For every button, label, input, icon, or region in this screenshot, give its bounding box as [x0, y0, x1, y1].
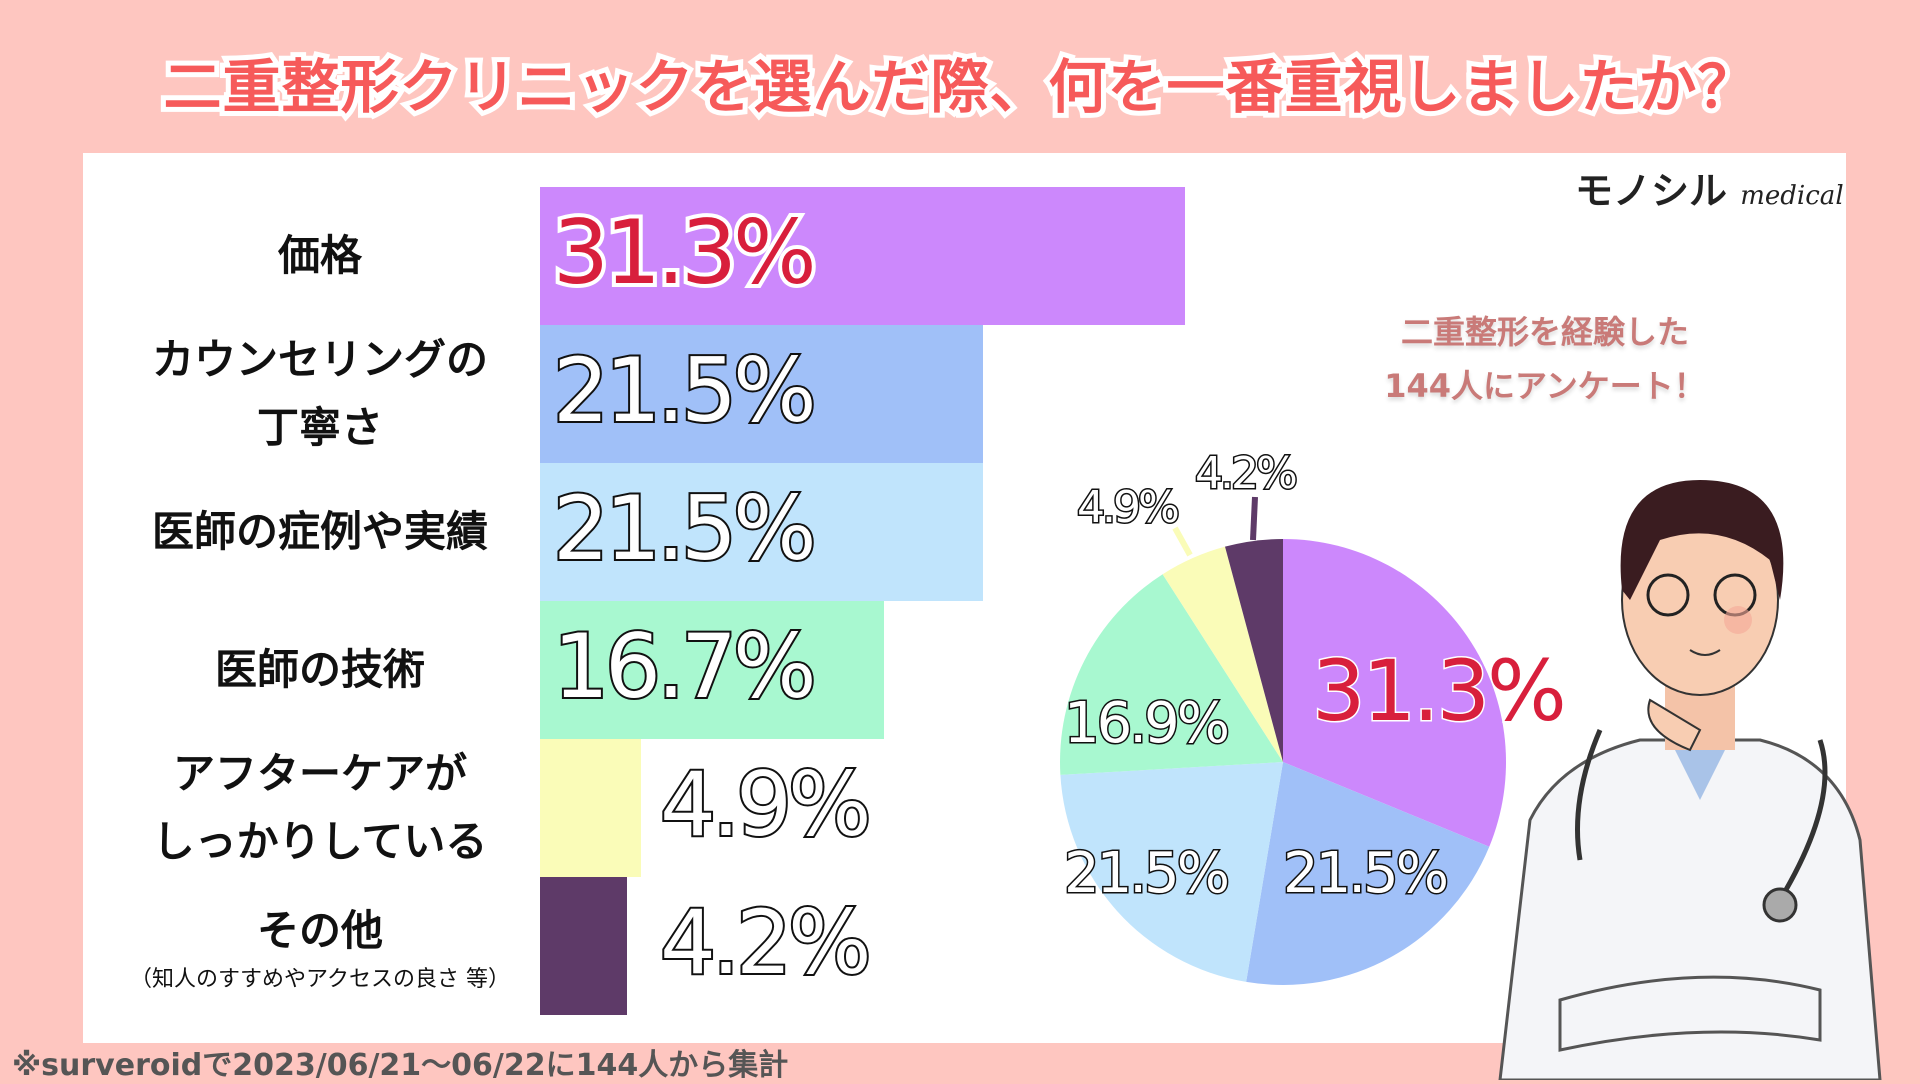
footer-note: ※surveroidで2023/06/21～06/22に144人から集計 — [12, 1048, 789, 1083]
pie-value-label: 21.5% — [1283, 841, 1447, 906]
bar-value-label: 21.5% — [551, 475, 819, 582]
bar-category-label: 医師の症例や実績 — [100, 498, 540, 566]
pie-value-label: 16.9% — [1064, 691, 1228, 756]
pie-slice-aftercare — [1162, 546, 1283, 762]
pie-slice-counseling — [1246, 762, 1490, 985]
bar-cases — [540, 463, 984, 601]
bar-category-label: アフターケアが しっかりしている — [100, 740, 540, 876]
bar-category-label: カウンセリングの 丁寧さ — [100, 326, 540, 462]
logo: モノシル medical — [1575, 160, 1844, 215]
survey-note-line: 二重整形を経験した — [1400, 313, 1689, 351]
bar-counseling — [540, 325, 984, 463]
pie-value-label: 4.9% — [1077, 482, 1178, 533]
pie-slice-skill — [1060, 574, 1283, 775]
bar-category-label: その他 （知人のすすめやアクセスの良さ 等） — [100, 897, 540, 995]
page-title: 二重整形クリニックを選んだ際、何を一番重視しましたか？ — [158, 48, 1760, 126]
category-line: カウンセリングの — [151, 335, 488, 384]
pie-value-label: 4.2% — [1195, 448, 1296, 499]
pie-value-label: 21.5% — [1064, 841, 1228, 906]
doctor-illustration — [1498, 480, 1882, 1080]
bar-skill — [540, 601, 885, 739]
category-line: アフターケアが — [172, 749, 467, 798]
category-line: 医師の技術 — [214, 645, 425, 694]
bar-value-label: 31.3% — [549, 197, 821, 308]
category-line: しっかりしている — [152, 817, 488, 866]
pie-leader-line — [1250, 496, 1258, 541]
category-line: 医師の症例や実績 — [151, 507, 488, 556]
bar-value-label: 21.5% — [551, 337, 819, 444]
bar-value-label: 4.9% — [658, 751, 874, 858]
bar-category-label: 価格 — [100, 222, 540, 290]
logo-brand: モノシル — [1575, 169, 1728, 213]
pie-slice-cases — [1060, 762, 1283, 982]
bar-other — [540, 877, 627, 1015]
survey-note: 二重整形を経験した 144人にアンケート！ — [1345, 305, 1745, 413]
bar-price — [540, 187, 1185, 325]
category-line: その他 — [256, 906, 383, 955]
other-note: （知人のすすめやアクセスの良さ 等） — [130, 967, 510, 992]
category-line: 丁寧さ — [256, 403, 383, 452]
bar-aftercare — [540, 739, 641, 877]
bar-category-label: 医師の技術 — [100, 636, 540, 704]
survey-note-line: 144人にアンケート！ — [1384, 367, 1706, 405]
bar-value-label: 16.7% — [551, 613, 819, 720]
pie-slice-price — [1283, 539, 1506, 847]
pie-slice-other — [1225, 539, 1283, 762]
pie-leader-line — [1172, 526, 1193, 557]
logo-suffix: medical — [1740, 181, 1844, 211]
bar-value-label: 4.2% — [658, 889, 874, 996]
category-line: 価格 — [277, 231, 362, 280]
pie-value-label: 31.3% — [1312, 642, 1564, 740]
